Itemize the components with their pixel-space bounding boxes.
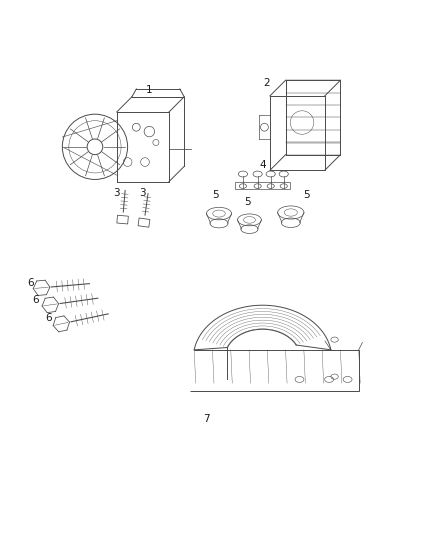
Text: 6: 6 [28,278,34,288]
Text: 5: 5 [303,190,309,200]
Text: 5: 5 [244,197,251,207]
Text: 4: 4 [259,160,266,170]
Text: 7: 7 [203,414,209,424]
Text: 6: 6 [45,313,51,323]
Text: 2: 2 [264,78,270,88]
Text: 5: 5 [212,190,219,200]
Text: 6: 6 [32,295,39,304]
Text: 1: 1 [146,85,153,94]
Text: 3: 3 [140,188,146,198]
Text: 3: 3 [113,188,120,198]
